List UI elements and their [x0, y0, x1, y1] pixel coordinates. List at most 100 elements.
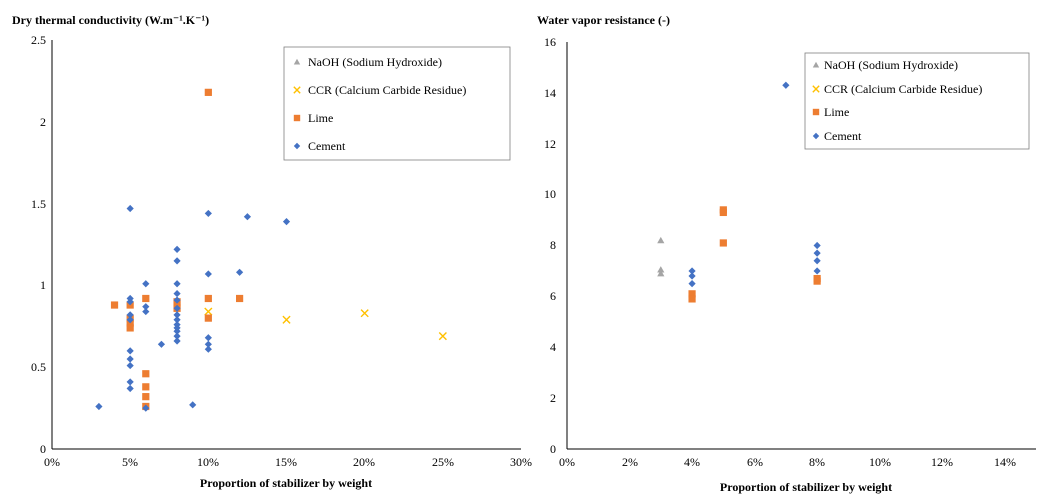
data-point-diamond	[813, 249, 821, 257]
data-point-diamond	[282, 217, 291, 226]
legend-box	[804, 52, 1030, 150]
data-point-diamond	[173, 327, 181, 335]
data-point-x	[438, 332, 447, 341]
x-tick-label: 25%	[432, 455, 454, 469]
data-point-diamond	[688, 267, 696, 275]
data-point-diamond	[142, 303, 150, 311]
y-tick-label: 10	[544, 187, 556, 201]
data-point-diamond	[173, 311, 181, 319]
data-point-diamond	[126, 347, 134, 355]
data-point-diamond	[173, 332, 181, 340]
data-point-diamond	[173, 304, 181, 312]
data-point-square	[236, 294, 244, 303]
data-points	[95, 88, 447, 412]
x-tick-label: 10%	[869, 455, 891, 469]
legend: NaOH (Sodium Hydroxide) CCR (Calcium Car…	[283, 46, 511, 161]
legend-label-cement: Cement	[308, 139, 346, 153]
x-tick-label: 4%	[684, 455, 700, 469]
data-point-diamond	[126, 316, 134, 324]
data-point-diamond	[204, 209, 212, 218]
data-point-square	[126, 324, 134, 332]
legend-label-lime: Lime	[824, 105, 849, 119]
data-points	[657, 81, 821, 303]
data-point-square	[142, 393, 150, 401]
legend-label-ccr: CCR (Calcium Carbide Residue)	[308, 83, 466, 97]
data-point-diamond	[189, 401, 197, 409]
legend-x-icon	[812, 85, 820, 93]
data-point-diamond	[236, 268, 244, 276]
y-tick-label: 0.5	[31, 360, 46, 374]
data-point-diamond	[126, 361, 134, 370]
data-point-diamond	[204, 270, 212, 278]
y-tick-label: 2	[550, 391, 556, 405]
data-point-diamond	[782, 81, 790, 89]
data-point-diamond	[813, 241, 821, 250]
thermal-conductivity-chart: Dry thermal conductivity (W.m⁻¹.K⁻¹) 0 0…	[12, 13, 532, 490]
y-tick-label: 0	[550, 442, 556, 456]
data-point-square	[719, 239, 727, 247]
x-tick-label: 6%	[747, 455, 763, 469]
data-point-diamond	[173, 280, 181, 288]
data-point-square	[142, 383, 150, 391]
x-ticks: 0% 2% 4% 6% 8% 10% 12% 14%	[559, 455, 1016, 469]
legend-icons	[293, 58, 301, 150]
y-tick-label: 6	[550, 289, 556, 303]
data-point-diamond	[813, 267, 821, 275]
data-point-diamond	[204, 340, 212, 348]
y-ticks: 0 0.5 1 1.5 2 2.5	[31, 33, 46, 456]
legend-label-ccr: CCR (Calcium Carbide Residue)	[824, 82, 982, 96]
legend-x-icon	[293, 86, 301, 94]
data-point-square	[204, 294, 212, 303]
data-point-diamond	[173, 337, 181, 345]
x-tick-label: 0%	[44, 455, 60, 469]
water-vapor-resistance-chart: Water vapor resistance (-) 0 2 4 6 8 10 …	[537, 13, 1036, 494]
y-ticks: 0 2 4 6 8 10 12 14 16	[544, 35, 556, 456]
data-point-diamond	[126, 311, 134, 319]
x-tick-label: 2%	[622, 455, 638, 469]
legend-label-naoh: NaOH (Sodium Hydroxide)	[308, 55, 442, 69]
data-point-diamond	[173, 257, 181, 265]
data-point-diamond	[126, 298, 134, 306]
data-point-square	[688, 295, 696, 303]
legend-triangle-icon	[812, 61, 820, 68]
y-tick-label: 0	[40, 442, 46, 456]
x-tick-label: 5%	[122, 455, 138, 469]
y-tick-label: 16	[544, 35, 556, 49]
legend-square-icon	[293, 114, 301, 122]
data-point-diamond	[142, 280, 150, 288]
data-point-square	[688, 290, 696, 298]
data-point-diamond	[173, 245, 181, 254]
data-point-square	[110, 301, 119, 309]
legend-label-naoh: NaOH (Sodium Hydroxide)	[824, 58, 958, 72]
y-tick-label: 8	[550, 238, 556, 252]
data-point-square	[204, 314, 212, 322]
data-point-diamond	[813, 257, 821, 265]
data-point-diamond	[204, 345, 212, 353]
x-axis-title: Proportion of stabilizer by weight	[720, 480, 892, 494]
data-point-x	[360, 309, 369, 318]
legend-square-icon	[812, 108, 820, 116]
x-tick-label: 20%	[353, 455, 375, 469]
data-point-triangle	[657, 266, 665, 273]
x-tick-label: 30%	[510, 455, 532, 469]
legend-box	[283, 46, 511, 161]
x-tick-label: 0%	[559, 455, 575, 469]
y-tick-label: 14	[544, 86, 556, 100]
y-tick-label: 2	[40, 115, 46, 129]
data-point-square	[142, 294, 150, 303]
data-point-diamond	[95, 402, 103, 411]
x-axis-title: Proportion of stabilizer by weight	[200, 476, 372, 490]
x-tick-label: 8%	[809, 455, 825, 469]
y-tick-label: 12	[544, 137, 556, 151]
data-point-diamond	[688, 280, 696, 288]
data-point-diamond	[126, 204, 134, 213]
data-point-diamond	[173, 289, 181, 298]
chart-title: Dry thermal conductivity (W.m⁻¹.K⁻¹)	[12, 13, 209, 27]
legend-label-lime: Lime	[308, 111, 333, 125]
y-tick-label: 4	[550, 340, 556, 354]
data-point-x	[282, 315, 291, 324]
data-point-diamond	[173, 296, 181, 304]
data-point-square	[813, 277, 821, 285]
legend-icons	[812, 61, 820, 140]
data-point-diamond	[204, 334, 212, 342]
